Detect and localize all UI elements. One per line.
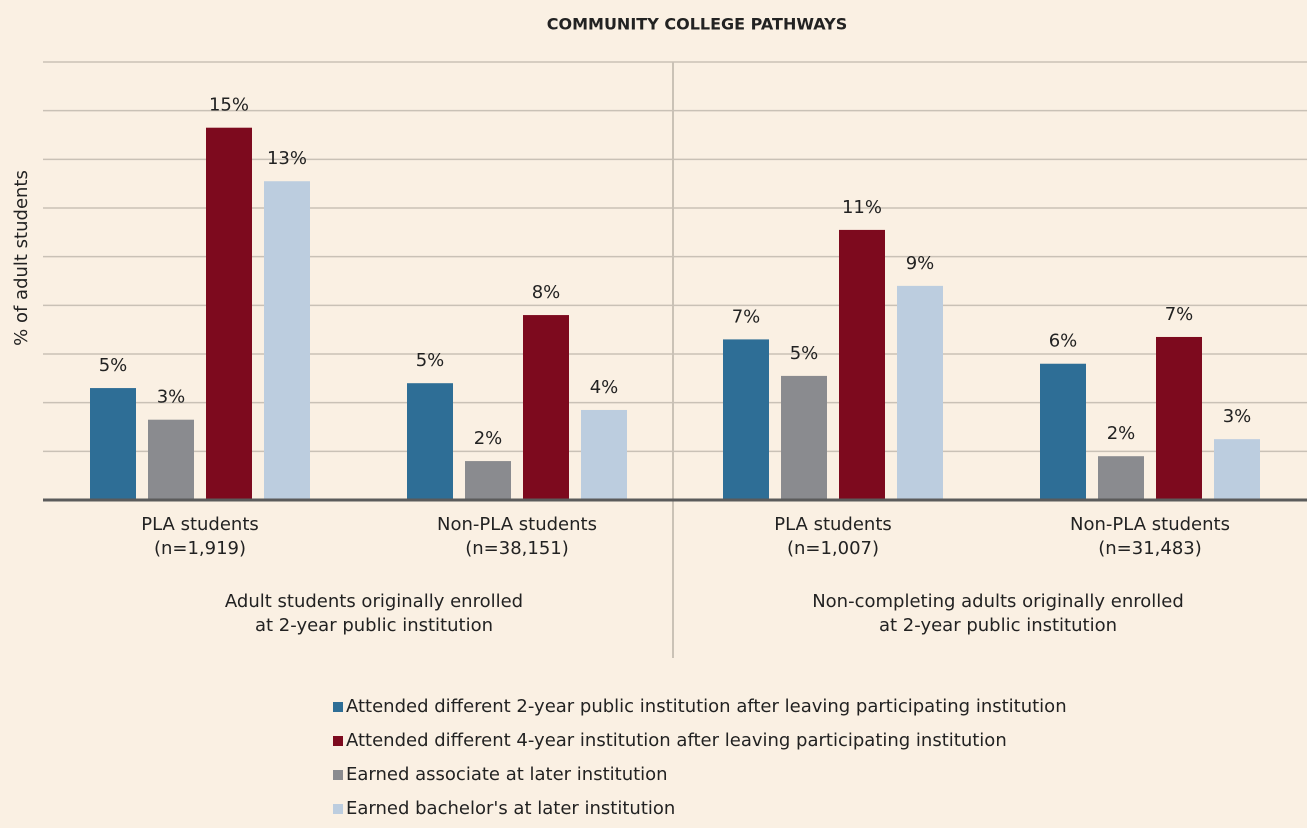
x-tick-label: Non-PLA students <box>437 514 597 535</box>
bar <box>465 461 511 500</box>
x-tick-label: Non-PLA students <box>1070 514 1230 535</box>
group-label: Non-completing adults originally enrolle… <box>812 591 1184 612</box>
group-label: at 2-year public institution <box>879 615 1117 636</box>
data-label: 3% <box>157 387 186 408</box>
bar <box>1098 456 1144 500</box>
x-tick-label: (n=1,007) <box>787 538 879 559</box>
data-label: 7% <box>732 306 761 327</box>
legend-swatch <box>333 770 343 780</box>
bar <box>781 375 827 500</box>
legend-swatch <box>333 702 343 712</box>
y-axis-label: % of adult students <box>11 170 32 346</box>
bar <box>264 181 310 500</box>
x-tick-label: (n=31,483) <box>1098 538 1202 559</box>
legend-swatch <box>333 804 343 814</box>
legend-label: Attended different 4-year institution af… <box>346 730 1007 751</box>
data-label: 13% <box>267 148 307 169</box>
bar <box>407 383 453 500</box>
bar <box>723 339 769 500</box>
group-label: at 2-year public institution <box>255 615 493 636</box>
data-label: 4% <box>590 377 619 398</box>
data-label: 5% <box>416 350 445 371</box>
bar <box>839 229 885 500</box>
legend-swatch <box>333 736 343 746</box>
legend-label: Attended different 2-year public institu… <box>346 696 1067 717</box>
data-label: 5% <box>99 355 128 376</box>
data-label: 11% <box>842 197 882 218</box>
data-label: 3% <box>1223 406 1252 427</box>
bar <box>90 388 136 500</box>
x-tick-label: (n=1,919) <box>154 538 246 559</box>
bar <box>581 409 627 500</box>
bar <box>148 419 194 500</box>
data-label: 7% <box>1165 304 1194 325</box>
chart-title: COMMUNITY COLLEGE PATHWAYS <box>547 15 847 34</box>
x-tick-label: (n=38,151) <box>465 538 569 559</box>
legend-label: Earned bachelor's at later institution <box>346 798 675 819</box>
x-tick-label: PLA students <box>141 514 259 535</box>
data-label: 9% <box>906 253 935 274</box>
data-label: 15% <box>209 95 249 116</box>
data-label: 2% <box>1107 423 1136 444</box>
group-label: Adult students originally enrolled <box>225 591 523 612</box>
bar <box>897 285 943 500</box>
data-label: 6% <box>1049 331 1078 352</box>
bar <box>1214 439 1260 500</box>
bar <box>1040 363 1086 500</box>
data-label: 8% <box>532 282 561 303</box>
bar <box>523 315 569 500</box>
bar <box>1156 336 1202 500</box>
data-label: 2% <box>474 428 503 449</box>
data-label: 5% <box>790 343 819 364</box>
x-tick-label: PLA students <box>774 514 892 535</box>
legend-label: Earned associate at later institution <box>346 764 668 785</box>
bar <box>206 127 252 500</box>
